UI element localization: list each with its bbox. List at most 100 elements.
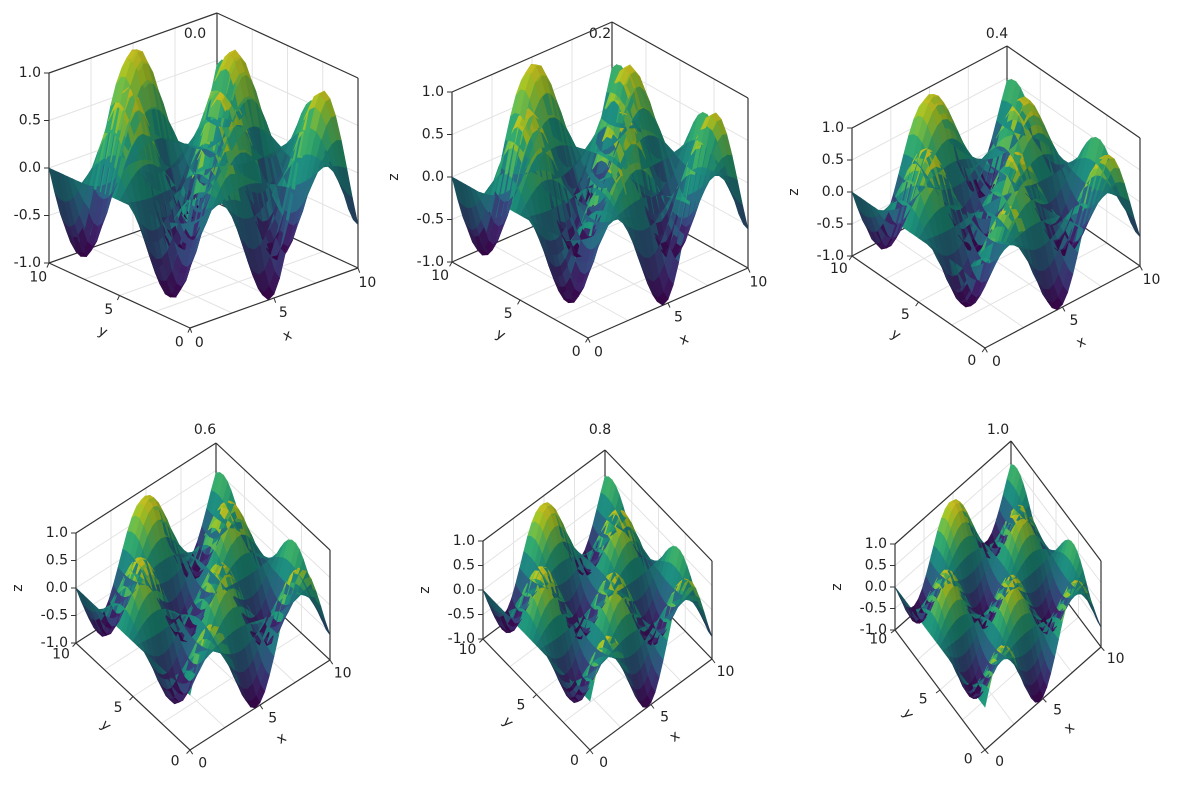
y-tick-label: 5: [517, 698, 526, 714]
z-tick-label: -0.5: [817, 216, 844, 232]
x-axis-label: x: [274, 730, 290, 748]
surface-patch: [319, 90, 331, 102]
x-axis-label: x: [1074, 333, 1089, 351]
x-axis-label: x: [677, 331, 691, 349]
subplot-title: 0.6: [194, 422, 216, 438]
z-tick-label: -0.5: [41, 608, 68, 624]
y-tick-mark: [116, 295, 120, 301]
z-tick-label: 1.0: [453, 533, 475, 549]
subplot-title: 1.0: [987, 422, 1009, 438]
y-tick-mark: [848, 255, 853, 261]
y-tick-label: 0: [175, 335, 184, 351]
y-tick-label: 5: [114, 700, 123, 716]
x-tick-mark: [259, 704, 264, 710]
surface-patch: [224, 49, 236, 58]
z-tick-label: 1.0: [822, 120, 844, 136]
x-tick-mark: [273, 297, 277, 303]
subplot-title: 0.4: [986, 26, 1008, 42]
x-tick-label: 5: [1070, 313, 1079, 329]
x-tick-mark: [1139, 265, 1143, 271]
x-tick-mark: [329, 659, 334, 665]
x-tick-label: 5: [674, 310, 683, 326]
z-tick-label: 0.0: [453, 582, 475, 598]
x-tick-label: 10: [1143, 272, 1161, 288]
x-tick-mark: [711, 658, 716, 664]
z-axis-label: z: [386, 173, 402, 180]
surface-patch: [48, 167, 60, 199]
y-axis-label: y: [96, 323, 110, 341]
z-axis-label: z: [417, 586, 433, 593]
x-tick-label: 0: [195, 335, 204, 351]
y-tick-mark: [981, 347, 986, 353]
surface: [451, 63, 749, 306]
y-tick-label: 0: [171, 754, 180, 770]
z-tick-label: 0.5: [19, 113, 41, 129]
y-tick-mark: [186, 749, 191, 754]
x-tick-label: 0: [594, 345, 603, 361]
y-axis-label: y: [888, 326, 904, 344]
y-tick-label: 5: [104, 302, 113, 318]
surface-patch: [1129, 215, 1141, 237]
z-tick-label: 0.0: [46, 580, 68, 596]
z-tick-label: 0.0: [822, 184, 844, 200]
subplot-title: 0.2: [589, 26, 611, 42]
z-axis-label: z: [10, 584, 26, 591]
subplot-title: 0.8: [589, 422, 611, 438]
y-tick-label: 10: [431, 268, 449, 284]
z-axis-label: z: [786, 188, 802, 195]
z-tick-label: -1.0: [817, 248, 844, 264]
y-tick-mark: [187, 327, 191, 333]
z-tick-label: -1.0: [14, 255, 41, 271]
x-tick-label: 5: [660, 709, 669, 725]
x-tick-mark: [747, 267, 751, 273]
x-tick-label: 10: [334, 665, 352, 681]
z-tick-label: -0.5: [448, 607, 475, 623]
x-tick-mark: [357, 267, 361, 273]
z-tick-label: -1.0: [417, 254, 444, 270]
y-tick-mark: [915, 301, 919, 307]
z-tick-label: -1.0: [41, 635, 68, 651]
y-tick-mark: [532, 694, 537, 699]
surface-patch: [164, 293, 177, 298]
x-tick-mark: [589, 749, 594, 755]
subplot-title: 0.0: [184, 26, 206, 42]
y-tick-mark: [449, 261, 453, 267]
x-tick-label: 5: [279, 305, 288, 321]
x-tick-label: 0: [992, 354, 1001, 370]
x-axis-label: x: [667, 728, 683, 746]
x-tick-mark: [984, 347, 988, 353]
z-tick-label: 0.5: [46, 553, 68, 569]
x-tick-label: 0: [198, 755, 207, 771]
x-tick-mark: [1062, 306, 1066, 312]
y-tick-label: 5: [504, 306, 513, 322]
z-tick-label: 1.0: [422, 84, 444, 100]
z-tick-label: 0.5: [453, 558, 475, 574]
z-tick-label: 0.5: [422, 127, 444, 143]
z-tick-label: -1.0: [448, 631, 475, 647]
y-tick-mark: [46, 262, 50, 268]
x-tick-mark: [587, 337, 591, 343]
y-tick-mark: [586, 749, 591, 754]
x-tick-label: 10: [717, 664, 735, 680]
x-tick-mark: [650, 704, 655, 709]
surface: [482, 476, 713, 709]
y-tick-mark: [72, 642, 77, 647]
x-tick-label: 10: [358, 275, 376, 291]
y-tick-label: 5: [901, 307, 910, 323]
x-axis-label: x: [281, 327, 294, 345]
surface-patch: [263, 286, 275, 301]
surface-patch: [347, 193, 359, 226]
y-tick-label: 0: [967, 353, 976, 369]
y-tick-mark: [517, 299, 521, 305]
z-tick-label: 1.0: [46, 525, 68, 541]
x-tick-label: 10: [749, 275, 767, 291]
y-axis-label: y: [499, 714, 516, 731]
surface-patch: [704, 620, 713, 637]
